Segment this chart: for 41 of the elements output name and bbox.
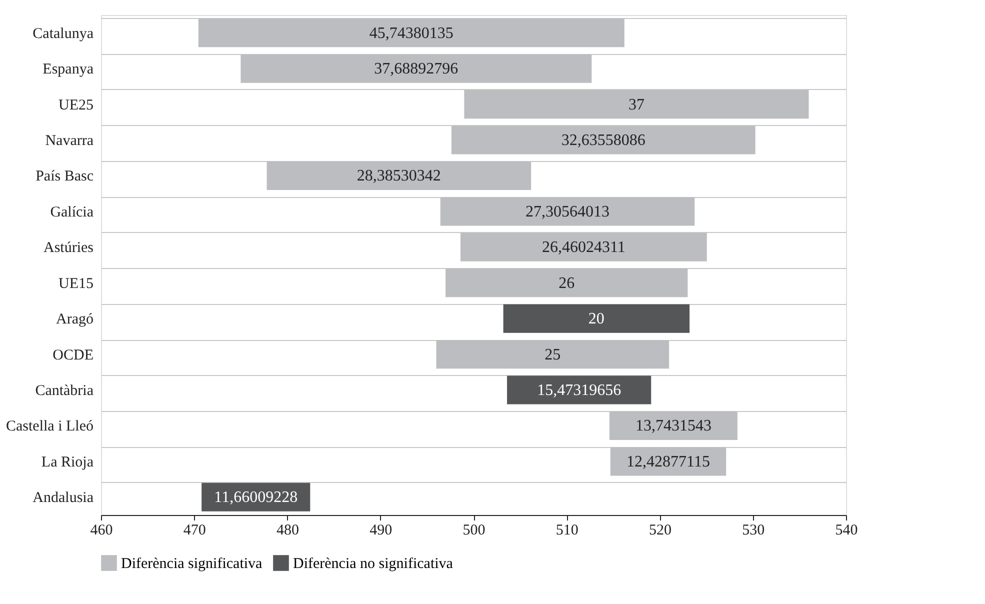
data-label: 13,7431543 [635, 418, 712, 435]
x-tick-label: 470 [183, 522, 206, 538]
y-tick-label: La Rioja [41, 454, 94, 470]
y-tick-label: Astúries [44, 240, 94, 256]
y-tick-label: Navarra [45, 133, 94, 149]
y-tick-label: Catalunya [32, 26, 94, 42]
x-tick-label: 460 [90, 522, 113, 538]
y-tick-label: País Basc [36, 168, 94, 185]
data-label: 28,38530342 [356, 168, 441, 185]
y-tick-label: Aragó [56, 312, 94, 328]
x-tick-label: 480 [276, 522, 299, 538]
data-label: 15,47319656 [537, 382, 622, 399]
legend-label: Diferència no significativa [293, 556, 454, 572]
data-label: 32,63558086 [561, 132, 646, 149]
y-tick-label: OCDE [52, 347, 94, 364]
y-tick-label: UE25 [58, 97, 94, 114]
bar [503, 304, 690, 333]
data-label: 20 [588, 310, 604, 328]
x-tick-label: 520 [649, 522, 672, 538]
data-label: 11,66009228 [214, 489, 298, 506]
data-label: 45,74380135 [369, 24, 454, 42]
y-tick-label: Galícia [50, 204, 94, 220]
x-tick-label: 510 [556, 522, 578, 538]
y-tick-label: Castella i Lleó [6, 418, 94, 435]
data-label: 26,46024311 [542, 239, 626, 256]
data-label: 37,68892796 [374, 60, 458, 78]
data-label: 12,42877115 [626, 453, 710, 470]
data-label: 25 [544, 346, 561, 364]
data-label: 37 [628, 96, 644, 114]
data-label: 26 [558, 274, 575, 292]
x-tick-label: 490 [370, 522, 392, 538]
x-tick-label: 540 [835, 522, 858, 538]
x-tick-label: 500 [462, 522, 486, 538]
y-tick-label: Cantàbria [35, 383, 94, 399]
data-label: 27,30564013 [525, 203, 610, 220]
legend-label: Diferència significativa [121, 556, 263, 572]
y-tick-label: UE15 [58, 276, 94, 292]
y-tick-label: Espanya [42, 62, 94, 78]
x-tick-label: 530 [742, 522, 765, 538]
y-tick-label: Andalusia [32, 490, 94, 506]
bar [507, 376, 652, 404]
